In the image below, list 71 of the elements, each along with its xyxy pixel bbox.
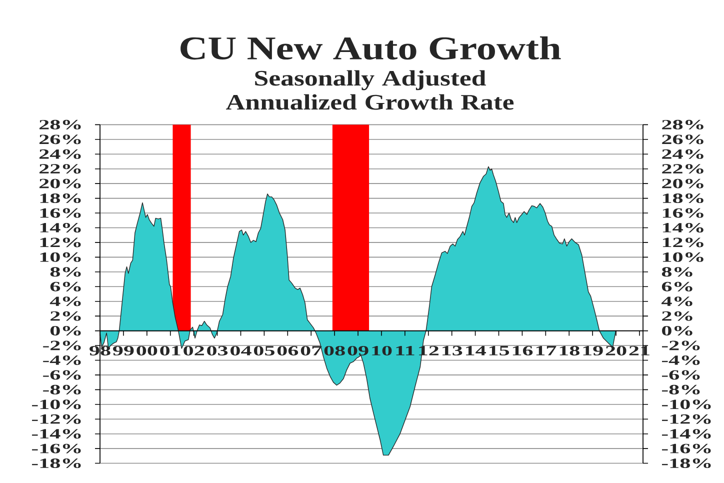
y2-tick-label: 12% <box>662 238 704 248</box>
x-tick-label: 16 <box>512 346 533 356</box>
x-tick-label: 05 <box>254 346 274 356</box>
y2-tick-label: -10% <box>662 400 711 410</box>
x-tick-label: 02 <box>184 346 204 356</box>
y-tick-label: -12% <box>32 414 81 424</box>
y-tick-label: 26% <box>40 134 81 144</box>
x-tick-label: 04 <box>230 346 252 356</box>
y-tick-label: 12% <box>40 238 81 248</box>
y2-tick-label: 26% <box>662 134 704 144</box>
y2-tick-label: 0% <box>662 326 692 336</box>
y2-tick-label: -18% <box>662 458 711 468</box>
y2-tick-label: -6% <box>662 370 700 380</box>
y-tick-label: -14% <box>32 429 81 439</box>
x-tick-label: 17 <box>536 346 556 356</box>
x-tick-label: 11 <box>396 346 414 356</box>
y-tick-label: -4% <box>43 355 81 365</box>
y-tick-label: -2% <box>43 340 81 350</box>
y2-tick-label: -12% <box>662 414 711 424</box>
y-tick-label: -8% <box>43 384 81 394</box>
y2-tick-label: 24% <box>662 149 704 159</box>
x-tick-label: 15 <box>489 346 510 356</box>
y-tick-label: -10% <box>32 400 81 410</box>
y2-tick-label: 10% <box>662 252 704 262</box>
x-tick-label: 07 <box>300 346 322 356</box>
y-tick-label: 4% <box>50 296 81 306</box>
y-tick-label: 28% <box>40 120 81 130</box>
y-tick-label: -16% <box>32 444 81 454</box>
y-tick-label: 18% <box>40 194 81 204</box>
x-tick-label: 09 <box>348 346 368 356</box>
y-tick-label: 24% <box>40 149 81 159</box>
y-tick-label: 20% <box>40 178 81 188</box>
y2-tick-label: 2% <box>662 311 692 321</box>
x-tick-label: 01 <box>160 346 180 356</box>
x-tick-label: 13 <box>442 346 462 356</box>
chart-title: CU New Auto Growth <box>180 36 561 60</box>
y-tick-label: 2% <box>50 311 81 321</box>
y2-tick-label: -16% <box>662 444 711 454</box>
y-tick-label: -18% <box>32 458 81 468</box>
y2-tick-label: -8% <box>662 384 700 394</box>
x-tick-label: 00 <box>136 346 158 356</box>
y2-tick-label: 16% <box>662 208 704 218</box>
y2-tick-label: 4% <box>661 296 692 306</box>
x-tick-label: 08 <box>324 346 345 356</box>
x-tick-label: 99 <box>113 346 134 356</box>
y-tick-label: -6% <box>43 370 81 380</box>
y2-tick-label: 6% <box>662 282 692 292</box>
x-tick-label: 03 <box>207 346 228 356</box>
y-tick-label: 16% <box>40 208 81 218</box>
x-tick-label: 10 <box>372 346 392 356</box>
y2-tick-label: 18% <box>662 194 704 204</box>
y2-tick-label: -2% <box>662 340 700 350</box>
x-tick-label: 06 <box>277 346 298 356</box>
x-tick-label: 20 <box>606 346 626 356</box>
x-tick-label: 14 <box>466 346 486 356</box>
y-tick-label: 8% <box>50 267 81 277</box>
y2-tick-label: 20% <box>662 178 704 188</box>
y-tick-label: 0% <box>50 326 81 336</box>
chart-subtitle: Seasonally Adjusted Annualized Growth Rate <box>226 70 514 110</box>
y2-tick-label: 22% <box>662 164 704 174</box>
y2-tick-label: -14% <box>662 429 711 439</box>
y-tick-label: 10% <box>40 252 81 262</box>
y2-tick-label: 8% <box>662 267 692 277</box>
y2-tick-label: -4% <box>662 355 700 365</box>
y2-tick-label: 14% <box>662 222 704 232</box>
y2-tick-label: 28% <box>662 120 704 130</box>
x-tick-label: 19 <box>583 346 603 356</box>
y-tick-label: 14% <box>40 222 81 232</box>
x-tick-label: 18 <box>560 346 580 356</box>
y-tick-label: 6% <box>50 282 81 292</box>
y-tick-label: 22% <box>40 164 81 174</box>
